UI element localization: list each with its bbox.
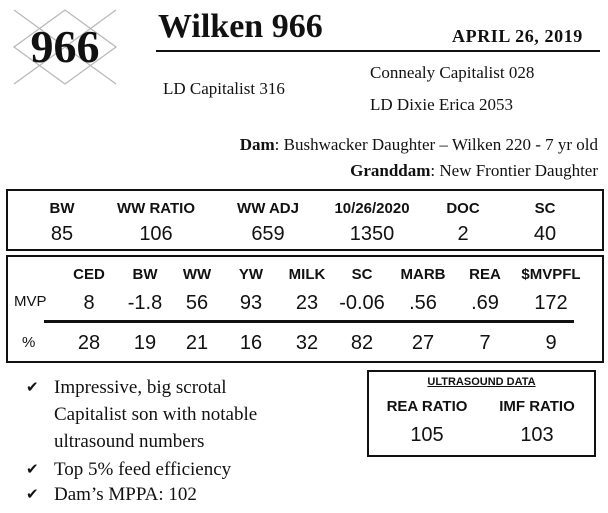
ultrasound-value: 103	[520, 424, 554, 446]
ultrasound-header: REA RATIO	[386, 398, 468, 415]
percentile-row-label: %	[22, 334, 36, 351]
epd-header: MILK	[288, 266, 326, 283]
epd-percentile: 32	[295, 332, 319, 354]
perf-header: DOC	[446, 200, 480, 217]
epd-percentile: 19	[133, 332, 157, 354]
performance-table: BW WW RATIO WW ADJ 10/26/2020 DOC SC 85 …	[6, 189, 604, 251]
lot-diamond-mark	[12, 9, 118, 85]
perf-value: 106	[139, 223, 173, 245]
epd-value: -1.8	[127, 292, 163, 314]
perf-value: 1350	[349, 223, 395, 245]
epd-percentile: 21	[185, 332, 209, 354]
sire-dam-sire: Connealy Capitalist 028	[370, 63, 535, 82]
ultrasound-box: REA RATIO IMF RATIO 105 103	[367, 370, 596, 457]
ultrasound-header: IMF RATIO	[499, 398, 575, 415]
epd-divider	[44, 320, 574, 323]
epd-header: WW	[182, 266, 212, 283]
perf-header: WW ADJ	[237, 200, 299, 217]
sire: LD Capitalist 316	[163, 79, 285, 98]
ultrasound-title: ULTRASOUND DATA	[427, 376, 536, 388]
animal-name: Wilken 966	[158, 8, 323, 45]
perf-value: 2	[457, 223, 469, 245]
sire-dam: LD Dixie Erica 2053	[370, 95, 514, 114]
granddam-label: Granddam	[350, 161, 431, 180]
check-icon: ✔	[26, 487, 39, 503]
perf-header: SC	[534, 200, 556, 217]
mvp-row-label: MVP	[14, 293, 47, 310]
epd-value: -0.06	[339, 292, 385, 314]
epd-header: $MVPFL	[521, 266, 581, 283]
perf-header: WW RATIO	[116, 200, 196, 217]
epd-percentile: 16	[239, 332, 263, 354]
perf-header: 10/26/2020	[334, 200, 410, 217]
ultrasound-value: 105	[410, 424, 444, 446]
epd-header: YW	[238, 266, 264, 283]
note-line: ultrasound numbers	[54, 431, 205, 452]
dam-label: Dam	[239, 135, 275, 154]
dam-line: Dam: Bushwacker Daughter – Wilken 220 - …	[240, 136, 598, 153]
sale-date: APRIL 26, 2019	[452, 26, 583, 46]
perf-value: 85	[50, 223, 74, 245]
epd-header: CED	[73, 266, 105, 283]
perf-value: 659	[251, 223, 285, 245]
epd-header: REA	[469, 266, 501, 283]
epd-percentile: 28	[77, 332, 101, 354]
note-dam-mppa: Dam’s MPPA: 102	[54, 484, 197, 505]
note-line: Impressive, big scrotal	[54, 377, 227, 398]
epd-percentile: 82	[350, 332, 374, 354]
granddam-value: : New Frontier Daughter	[430, 161, 598, 180]
epd-value: .56	[409, 292, 437, 314]
epd-value: 56	[185, 292, 209, 314]
check-icon: ✔	[26, 380, 39, 396]
perf-value: 40	[533, 223, 557, 245]
note-line: Capitalist son with notable	[54, 404, 258, 425]
epd-header: MARB	[400, 266, 446, 283]
lot-number: 966	[30, 21, 100, 72]
epd-value: 93	[239, 292, 263, 314]
epd-value: .69	[471, 292, 499, 314]
epd-value: 23	[295, 292, 319, 314]
perf-header: BW	[49, 200, 75, 217]
dam-value: : Bushwacker Daughter – Wilken 220 - 7 y…	[274, 135, 598, 154]
epd-value: 172	[534, 292, 568, 314]
check-icon: ✔	[26, 462, 39, 478]
note-feed-efficiency: Top 5% feed efficiency	[54, 459, 232, 480]
epd-value: 8	[83, 292, 95, 314]
epd-percentile: 7	[479, 332, 491, 354]
epd-header: BW	[132, 266, 158, 283]
epd-percentile: 9	[545, 332, 557, 354]
epd-percentile: 27	[411, 332, 435, 354]
granddam-line: Granddam: New Frontier Daughter	[350, 162, 598, 179]
epd-table: CED BW WW YW MILK SC MARB REA $MVPFL 8 -…	[6, 255, 604, 363]
epd-header: SC	[351, 266, 373, 283]
title-underline	[156, 50, 600, 52]
